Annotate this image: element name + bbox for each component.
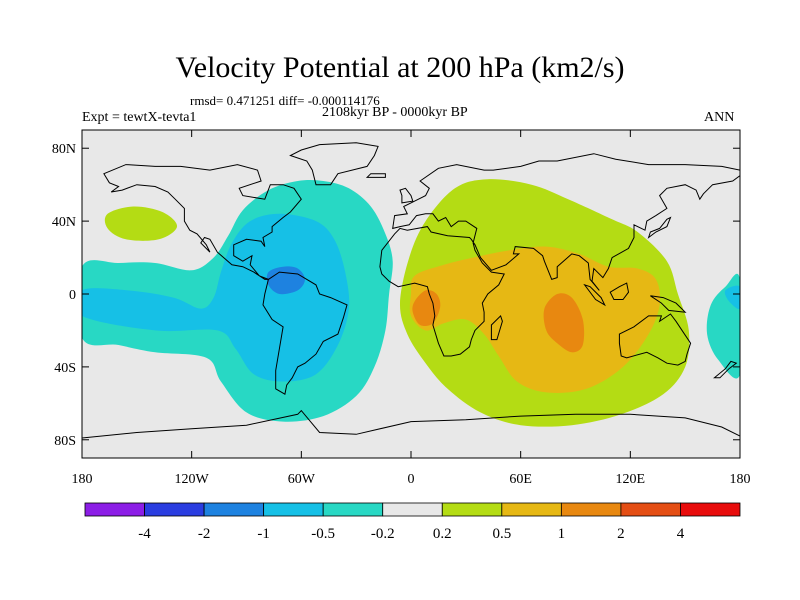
coastlines xyxy=(82,142,740,439)
x-tick-label: 60E xyxy=(509,472,532,487)
colorbar-swatch xyxy=(203,502,265,517)
y-tick-label: 0 xyxy=(69,288,76,303)
y-tick-label: 80N xyxy=(52,142,76,157)
colorbar-swatch xyxy=(560,502,622,517)
colorbar-swatch xyxy=(441,502,503,517)
colorbar-label: -1 xyxy=(257,526,270,542)
region-positive-west-africa xyxy=(412,290,441,327)
coastline-borneo xyxy=(609,282,630,300)
colorbar-label: 1 xyxy=(558,526,566,542)
coastline-north-america xyxy=(103,164,302,280)
coastline-new-guinea xyxy=(650,295,687,313)
y-tick-label: 40S xyxy=(54,361,76,376)
coastline-south-america xyxy=(262,271,348,395)
colorbar-label: 0.2 xyxy=(433,526,452,542)
colorbar-swatch xyxy=(620,502,681,517)
season-label: ANN xyxy=(704,110,735,125)
y-tick-label: 80S xyxy=(54,434,76,449)
x-tick-label: 180 xyxy=(72,472,93,487)
colorbar-swatch xyxy=(84,502,145,517)
coastline-antarctica-edge xyxy=(82,409,740,439)
coastline-eurasia-africa xyxy=(379,153,740,357)
y-axis: 80N 40N 0 40S 80S xyxy=(52,142,740,449)
region-positive-core xyxy=(409,246,661,393)
coastline-sumatra xyxy=(583,283,606,307)
colorbar-swatch xyxy=(322,502,384,517)
colorbar-swatch xyxy=(144,502,205,517)
contour-regions xyxy=(82,179,740,427)
colorbar-label: -0.5 xyxy=(311,526,335,542)
colorbar-label: 4 xyxy=(677,526,685,542)
x-tick-label: 60W xyxy=(288,472,316,487)
colorbar: -4 -2 -1 -0.5 -0.2 0.2 0.5 1 2 4 xyxy=(84,502,741,542)
colorbar-label: -4 xyxy=(138,526,151,542)
colorbar-label: -2 xyxy=(198,526,211,542)
coastline-madagascar xyxy=(490,314,503,341)
region-positive-north-pacific xyxy=(104,206,178,241)
colorbar-label: 2 xyxy=(617,526,625,542)
colorbar-swatch xyxy=(263,502,324,517)
experiment-label: Expt = tewtX-tevta1 xyxy=(82,110,197,125)
x-tick-label: 180 xyxy=(730,472,751,487)
y-tick-label: 40N xyxy=(52,215,76,230)
period-label: 2108kyr BP - 0000kyr BP xyxy=(322,105,468,120)
colorbar-swatch xyxy=(382,502,443,517)
coastline-greenland xyxy=(289,142,379,186)
x-axis: 180 120W 60W 0 60E 120E 180 xyxy=(72,130,751,487)
colorbar-label: 0.5 xyxy=(492,526,511,542)
coastline-japan xyxy=(647,216,672,239)
coastline-australia xyxy=(618,313,692,366)
chart-title: Velocity Potential at 200 hPa (km2/s) xyxy=(175,51,625,84)
colorbar-swatch xyxy=(680,502,741,517)
colorbar-swatch xyxy=(501,502,562,517)
x-tick-label: 120E xyxy=(616,472,646,487)
coastline-new-zealand xyxy=(713,360,738,379)
coastline-uk xyxy=(399,187,414,204)
stats-line: rmsd= 0.471251 diff= -0.000114176 xyxy=(190,93,380,108)
x-tick-label: 0 xyxy=(408,472,415,487)
coastline-iceland xyxy=(365,173,386,178)
x-tick-label: 120W xyxy=(175,472,210,487)
region-negative-east-edge-core xyxy=(724,285,740,310)
region-positive-indian-ocean xyxy=(543,293,585,353)
colorbar-label: -0.2 xyxy=(371,526,395,542)
region-negative-core xyxy=(82,213,350,382)
